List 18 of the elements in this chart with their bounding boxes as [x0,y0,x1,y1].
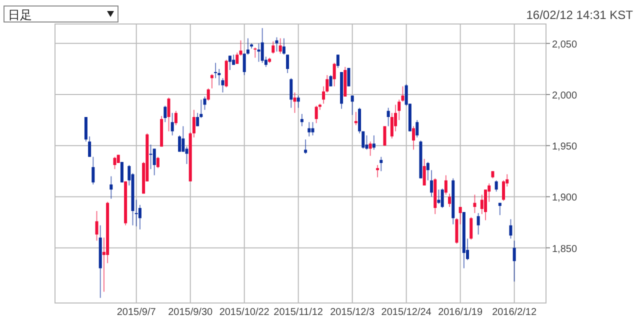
x-tick-label: 2016/2/12 [492,307,537,318]
candlestick [120,161,124,183]
x-tick-label: 2015/12/3 [330,307,376,318]
y-tick-label: 2,000 [552,90,578,102]
x-tick-label: 2015/10/22 [219,307,270,318]
x-tick-label: 2015/12/24 [381,307,432,318]
x-tick-label: 2015/9/7 [116,307,156,318]
y-tick-label: 2,050 [552,39,578,50]
y-tick-label: 1,900 [552,192,578,204]
y-tick-label: 1,950 [552,142,578,153]
candlestick [383,126,386,146]
x-tick-label: 2016/1/19 [438,307,484,318]
x-tick-label: 2015/9/30 [168,307,214,318]
y-tick-label: 1,850 [552,244,578,255]
text: 日足 [8,8,32,22]
text: 16/02/12 14:31 KST [526,8,634,22]
candlestick [347,67,350,87]
x-tick-label: 2015/11/12 [274,307,324,318]
